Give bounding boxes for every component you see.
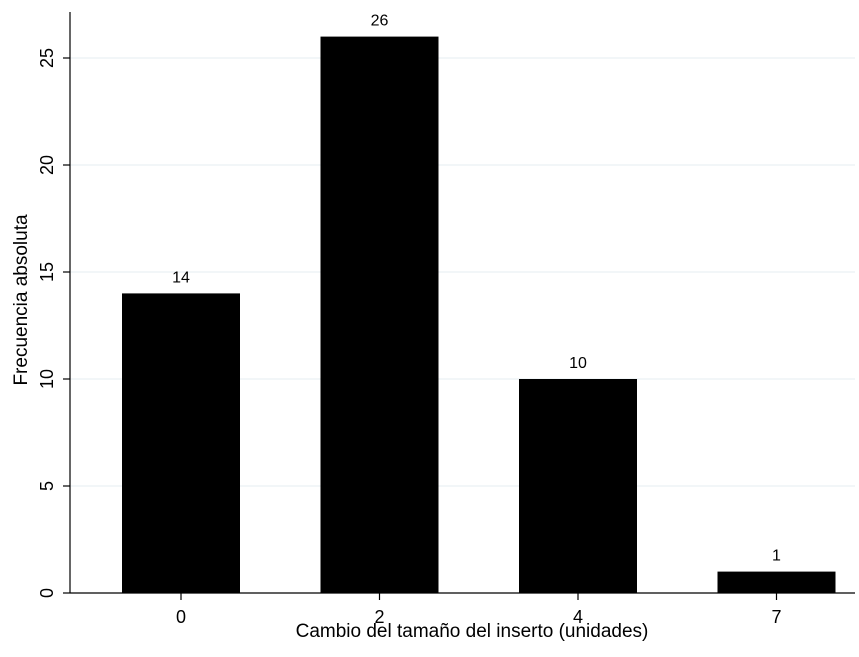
x-axis-title: Cambio del tamaño del inserto (unidades) — [296, 621, 649, 642]
x-tick-label: 7 — [771, 607, 781, 627]
y-tick-label: 0 — [37, 588, 57, 598]
y-tick-label: 20 — [37, 155, 57, 175]
x-tick-label: 2 — [374, 607, 384, 627]
x-ticks: 0 2 4 7 — [176, 593, 782, 627]
bar-7 — [717, 571, 836, 593]
bar-value-label: 10 — [569, 355, 587, 372]
bar-value-label: 26 — [371, 13, 389, 30]
y-tick-label: 10 — [37, 369, 57, 389]
bar-2 — [320, 36, 439, 594]
y-tick-label: 5 — [37, 481, 57, 491]
bar-value-label: 1 — [772, 548, 781, 565]
y-tick-label: 15 — [37, 262, 57, 282]
data-labels: 14 26 10 1 — [172, 13, 781, 565]
y-tick-label: 25 — [37, 48, 57, 68]
y-ticks: 0 5 10 15 20 25 — [37, 48, 70, 598]
bars — [122, 36, 836, 594]
bar-value-label: 14 — [172, 269, 190, 286]
axes — [69, 12, 855, 594]
y-axis-title: Frecuencia absoluta — [11, 214, 32, 386]
x-tick-label: 4 — [573, 607, 583, 627]
bar-4 — [519, 379, 637, 593]
x-tick-label: 0 — [176, 607, 186, 627]
bar-0 — [122, 293, 240, 593]
